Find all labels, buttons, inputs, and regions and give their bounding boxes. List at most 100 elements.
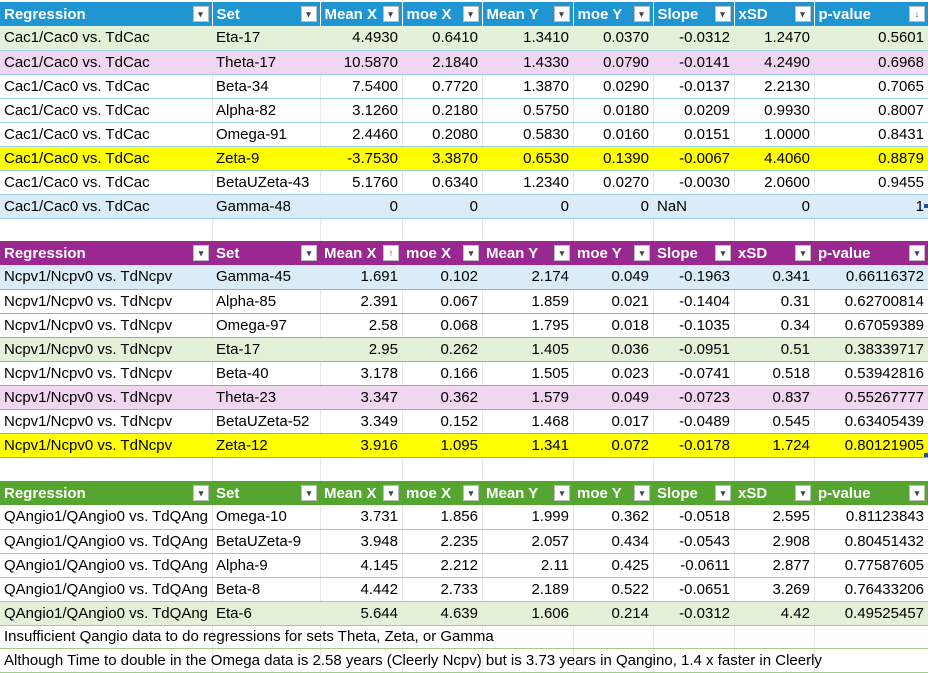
filter-dropdown-icon[interactable]: ▾ [463, 245, 479, 261]
cell-regression[interactable]: Cac1/Cac0 vs. TdCac [0, 194, 212, 219]
cell-xsd[interactable]: 4.4060 [734, 146, 814, 171]
cell-xsd[interactable]: 0.34 [734, 313, 814, 338]
cell-xsd[interactable]: 1.2470 [734, 26, 814, 51]
cell-slope[interactable]: -0.0489 [653, 409, 734, 434]
cell-set[interactable]: BetaUZeta-43 [212, 170, 320, 195]
cell-slope[interactable]: -0.0741 [653, 361, 734, 386]
cell-slope[interactable]: -0.0723 [653, 385, 734, 410]
cell-moe-x[interactable]: 0.152 [402, 409, 482, 434]
cell-xsd[interactable]: 0.518 [734, 361, 814, 386]
cell-mean-y[interactable]: 1.468 [482, 409, 573, 434]
cell-moe-x[interactable]: 0.067 [402, 289, 482, 314]
cell-xsd[interactable]: 3.269 [734, 577, 814, 602]
cell-regression[interactable]: QAngio1/QAngio0 vs. TdQAng [0, 577, 212, 602]
cell-moe-x[interactable]: 2.235 [402, 529, 482, 554]
cell-mean-y[interactable]: 1.795 [482, 313, 573, 338]
cell-moe-x[interactable]: 0.362 [402, 385, 482, 410]
cell-set[interactable]: Eta-17 [212, 337, 320, 362]
cell-moe-y[interactable]: 0.362 [573, 505, 653, 530]
cell-slope[interactable]: -0.0951 [653, 337, 734, 362]
filter-dropdown-icon[interactable]: ▾ [554, 485, 570, 501]
filter-dropdown-icon[interactable]: ▾ [463, 485, 479, 501]
cell-mean-x[interactable]: 2.391 [320, 289, 402, 314]
cell-p-value[interactable]: 0.55267777 [814, 385, 928, 410]
cell-moe-x[interactable]: 2.1840 [402, 50, 482, 75]
cell-mean-y[interactable]: 1.2340 [482, 170, 573, 195]
cell-moe-y[interactable]: 0.1390 [573, 146, 653, 171]
cell-moe-x[interactable]: 0.262 [402, 337, 482, 362]
cell-mean-y[interactable]: 1.859 [482, 289, 573, 314]
cell-regression[interactable]: Ncpv1/Ncpv0 vs. TdNcpv [0, 265, 212, 290]
cell-slope[interactable]: -0.1035 [653, 313, 734, 338]
sort-ascending-icon[interactable]: ↑ [383, 245, 399, 261]
cell-xsd[interactable]: 4.2490 [734, 50, 814, 75]
cell-moe-y[interactable]: 0.434 [573, 529, 653, 554]
cell-p-value[interactable]: 1 [814, 194, 928, 219]
cell-p-value[interactable]: 0.5601 [814, 26, 928, 51]
cell-moe-y[interactable]: 0.021 [573, 289, 653, 314]
cell-regression[interactable]: Cac1/Cac0 vs. TdCac [0, 50, 212, 75]
cell-regression[interactable]: Ncpv1/Ncpv0 vs. TdNcpv [0, 409, 212, 434]
cell-moe-x[interactable]: 0.102 [402, 265, 482, 290]
cell-mean-x[interactable]: 3.916 [320, 433, 402, 458]
cell-set[interactable]: Gamma-45 [212, 265, 320, 290]
cell-mean-y[interactable]: 2.11 [482, 553, 573, 578]
cell-slope[interactable]: -0.0543 [653, 529, 734, 554]
cell-set[interactable]: Zeta-12 [212, 433, 320, 458]
sort-descending-icon[interactable]: ↓ [909, 6, 925, 22]
table-resize-handle[interactable] [924, 453, 928, 457]
cell-regression[interactable]: Cac1/Cac0 vs. TdCac [0, 170, 212, 195]
cell-slope[interactable]: -0.0141 [653, 50, 734, 75]
cell-mean-x[interactable]: 3.178 [320, 361, 402, 386]
cell-xsd[interactable]: 0.31 [734, 289, 814, 314]
cell-mean-x[interactable]: 5.644 [320, 601, 402, 626]
cell-slope[interactable]: -0.0312 [653, 601, 734, 626]
filter-dropdown-icon[interactable]: ▾ [193, 485, 209, 501]
cell-moe-y[interactable]: 0.0270 [573, 170, 653, 195]
filter-dropdown-icon[interactable]: ▾ [553, 6, 570, 22]
cell-xsd[interactable]: 2.877 [734, 553, 814, 578]
cell-mean-x[interactable]: 3.347 [320, 385, 402, 410]
cell-set[interactable]: Beta-40 [212, 361, 320, 386]
cell-xsd[interactable]: 0.9930 [734, 98, 814, 123]
filter-dropdown-icon[interactable]: ▾ [794, 6, 811, 22]
cell-mean-y[interactable]: 1.3870 [482, 74, 573, 99]
cell-set[interactable]: Eta-6 [212, 601, 320, 626]
cell-p-value[interactable]: 0.53942816 [814, 361, 928, 386]
cell-mean-y[interactable]: 0.5750 [482, 98, 573, 123]
cell-mean-y[interactable]: 1.4330 [482, 50, 573, 75]
filter-dropdown-icon[interactable]: ▾ [301, 245, 317, 261]
cell-p-value[interactable]: 0.80121905 [814, 433, 928, 458]
cell-mean-y[interactable]: 1.606 [482, 601, 573, 626]
cell-moe-x[interactable]: 2.212 [402, 553, 482, 578]
cell-xsd[interactable]: 2.0600 [734, 170, 814, 195]
cell-mean-y[interactable]: 0.5830 [482, 122, 573, 147]
cell-slope[interactable]: -0.0651 [653, 577, 734, 602]
filter-dropdown-icon[interactable]: ▾ [462, 6, 479, 22]
cell-regression[interactable]: Ncpv1/Ncpv0 vs. TdNcpv [0, 361, 212, 386]
cell-set[interactable]: BetaUZeta-9 [212, 529, 320, 554]
cell-mean-y[interactable]: 2.057 [482, 529, 573, 554]
cell-set[interactable]: Omega-97 [212, 313, 320, 338]
cell-moe-y[interactable]: 0.036 [573, 337, 653, 362]
filter-dropdown-icon[interactable]: ▾ [301, 485, 317, 501]
cell-set[interactable]: BetaUZeta-52 [212, 409, 320, 434]
cell-mean-y[interactable]: 1.505 [482, 361, 573, 386]
cell-slope[interactable]: -0.0030 [653, 170, 734, 195]
cell-p-value[interactable]: 0.7065 [814, 74, 928, 99]
cell-regression[interactable]: Cac1/Cac0 vs. TdCac [0, 122, 212, 147]
cell-moe-x[interactable]: 4.639 [402, 601, 482, 626]
filter-dropdown-icon[interactable]: ▾ [715, 485, 731, 501]
cell-p-value[interactable]: 0.62700814 [814, 289, 928, 314]
cell-mean-x[interactable]: 3.948 [320, 529, 402, 554]
cell-xsd[interactable]: 0.341 [734, 265, 814, 290]
cell-moe-x[interactable]: 0.166 [402, 361, 482, 386]
cell-moe-y[interactable]: 0.0370 [573, 26, 653, 51]
cell-p-value[interactable]: 0.38339717 [814, 337, 928, 362]
cell-regression[interactable]: QAngio1/QAngio0 vs. TdQAng [0, 529, 212, 554]
cell-p-value[interactable]: 0.49525457 [814, 601, 928, 626]
cell-set[interactable]: Gamma-48 [212, 194, 320, 219]
cell-moe-x[interactable]: 0.068 [402, 313, 482, 338]
cell-p-value[interactable]: 0.67059389 [814, 313, 928, 338]
note-insufficient-data[interactable]: Insufficient Qangio data to do regressio… [0, 625, 928, 649]
